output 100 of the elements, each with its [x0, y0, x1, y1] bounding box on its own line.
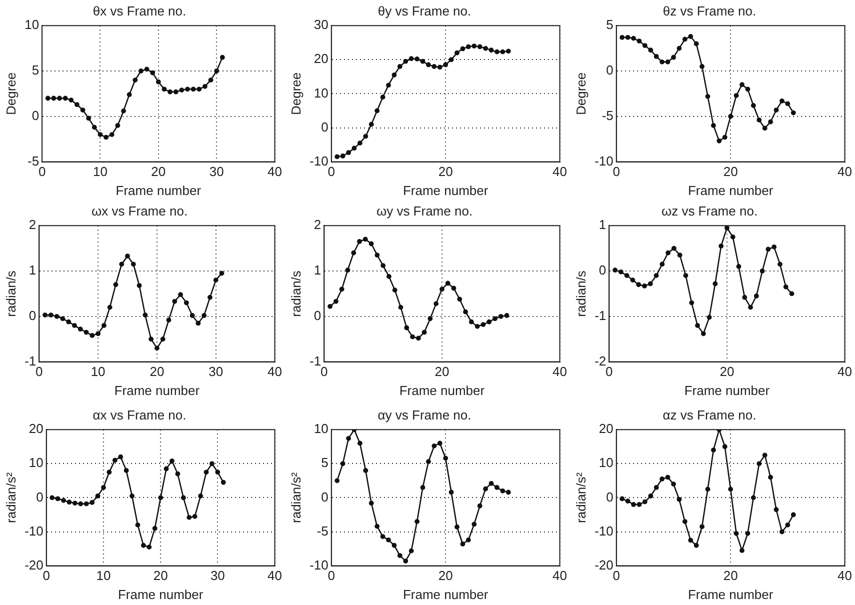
y-tick-label: 5 — [321, 455, 328, 470]
point — [126, 92, 132, 98]
x-tick-label: 20 — [438, 568, 453, 584]
point — [728, 486, 734, 492]
x-tick-label: 40 — [268, 568, 282, 584]
y-tick-label: 20 — [598, 421, 614, 436]
y-tick-label: 5 — [32, 62, 40, 78]
point — [386, 82, 391, 88]
point — [466, 537, 471, 542]
point — [403, 558, 408, 564]
y-tick-label: 10 — [28, 455, 44, 470]
point — [124, 468, 129, 473]
point — [745, 86, 750, 92]
point — [716, 138, 722, 144]
point — [410, 334, 415, 340]
point — [398, 304, 404, 310]
point — [173, 89, 178, 94]
x-tick-label: 20 — [720, 364, 734, 380]
y-tick-label: 0 — [321, 119, 328, 134]
point — [648, 281, 653, 286]
y-axis-title: radian/s — [573, 270, 588, 317]
point — [168, 89, 172, 94]
point — [745, 531, 750, 536]
y-tick-label: 5 — [606, 17, 614, 32]
x-tick-label: 20 — [438, 164, 453, 180]
point — [426, 62, 431, 68]
point — [190, 313, 195, 318]
point — [125, 254, 130, 258]
point — [210, 461, 214, 466]
chart-title: ωx vs Frame no. — [91, 203, 188, 218]
y-tick-label: 0 — [606, 489, 614, 504]
point — [357, 140, 362, 146]
point — [472, 44, 477, 48]
point — [144, 66, 150, 72]
x-tick-label: 30 — [210, 568, 225, 584]
point — [676, 46, 682, 51]
point — [437, 64, 442, 70]
point — [648, 494, 654, 498]
point — [55, 496, 60, 502]
point — [130, 494, 134, 498]
point — [736, 264, 742, 269]
point — [101, 485, 106, 490]
point — [654, 485, 659, 490]
x-tick-label: 40 — [552, 164, 568, 180]
point — [178, 292, 183, 298]
point — [60, 316, 66, 322]
point — [695, 323, 700, 328]
point — [84, 501, 89, 506]
point — [630, 278, 636, 283]
point — [98, 132, 103, 138]
x-tick-label: 30 — [208, 364, 224, 380]
point — [380, 534, 386, 539]
y-axis-title: radian/s² — [3, 472, 18, 523]
y-tick-label: 2 — [314, 217, 322, 232]
point — [790, 512, 796, 518]
point — [158, 495, 164, 500]
point — [468, 319, 474, 324]
point — [434, 301, 439, 306]
x-axis-title: Frame number — [688, 586, 774, 602]
point — [78, 326, 83, 332]
point — [78, 501, 84, 506]
point — [62, 96, 68, 101]
point — [454, 50, 460, 56]
point — [164, 466, 169, 472]
point — [392, 542, 397, 548]
x-axis-title: Frame number — [399, 382, 486, 398]
point — [665, 474, 670, 480]
point — [768, 474, 773, 480]
point — [141, 542, 146, 548]
point — [345, 268, 350, 273]
point — [142, 312, 148, 318]
point — [106, 470, 112, 475]
point — [196, 320, 201, 326]
point — [488, 48, 494, 53]
point — [339, 286, 344, 292]
point — [694, 542, 699, 548]
point — [340, 461, 346, 466]
y-tick-label: 10 — [314, 421, 328, 436]
y-tick-label: 2 — [28, 217, 36, 232]
point — [660, 476, 665, 482]
y-axis-title: radian/s² — [573, 472, 588, 523]
x-axis-title: Frame number — [116, 182, 202, 198]
y-tick-label: 0 — [598, 262, 606, 278]
chart-title: θx vs Frame no. — [92, 3, 186, 18]
point — [175, 471, 180, 476]
x-tick-label: 40 — [838, 364, 852, 380]
point — [170, 458, 174, 464]
point — [363, 468, 368, 473]
point — [785, 522, 790, 528]
point — [92, 124, 97, 130]
point — [397, 553, 402, 558]
point — [196, 86, 202, 92]
y-tick-label: -10 — [24, 523, 44, 538]
x-tick-label: 40 — [552, 568, 568, 584]
point — [500, 49, 506, 54]
point — [45, 96, 50, 101]
point — [700, 524, 704, 530]
point — [420, 485, 426, 490]
point — [42, 312, 48, 318]
point — [618, 269, 624, 274]
